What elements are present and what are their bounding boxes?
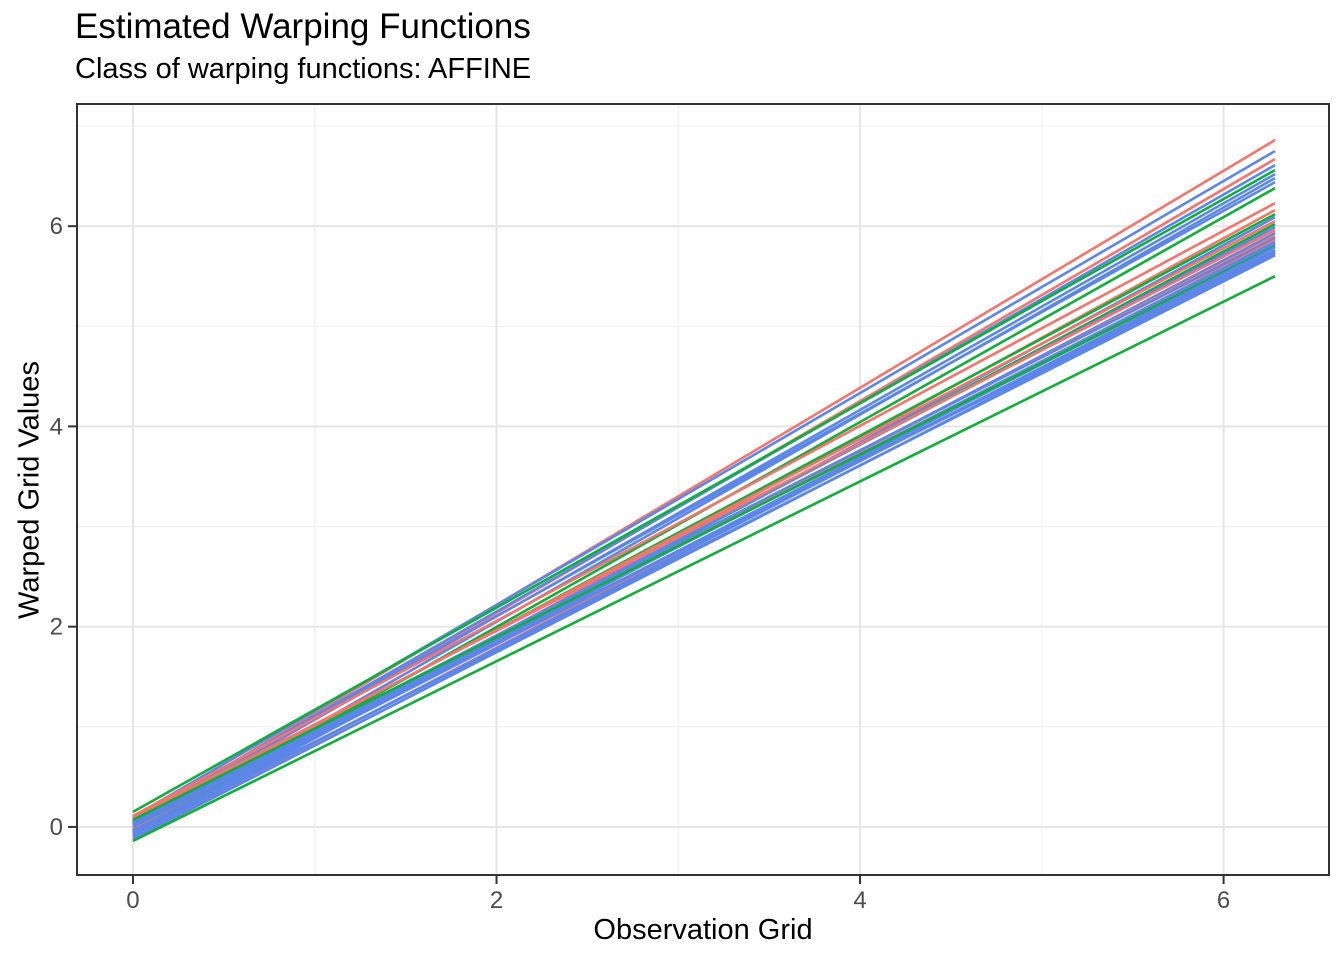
- warping-line-green: [132, 245, 1276, 822]
- warping-line-blue: [132, 252, 1276, 826]
- warping-line-blue: [132, 254, 1276, 836]
- x-tick-label: 0: [126, 887, 139, 914]
- warping-line-green: [132, 275, 1276, 843]
- warping-line-blue: [132, 163, 1276, 822]
- x-axis-title: Observation Grid: [593, 914, 813, 946]
- y-axis-title: Warped Grid Values: [13, 361, 46, 619]
- x-tick-label: 4: [853, 887, 866, 914]
- panel-border: [76, 103, 1330, 876]
- warping-line-green: [132, 168, 1276, 814]
- plot-subtitle: Class of warping functions: AFFINE: [75, 53, 532, 85]
- x-tick-label: 2: [490, 887, 503, 914]
- warping-line-red: [132, 138, 1276, 824]
- y-tick-label: 4: [50, 413, 63, 440]
- warping-line-red: [132, 201, 1276, 818]
- y-tick-label: 2: [50, 614, 63, 641]
- y-tick-label: 0: [50, 814, 63, 841]
- warping-line-red: [132, 229, 1276, 820]
- plot-title: Estimated Warping Functions: [75, 7, 531, 46]
- y-tick-label: 6: [50, 213, 63, 240]
- x-tick-label: 6: [1217, 887, 1230, 914]
